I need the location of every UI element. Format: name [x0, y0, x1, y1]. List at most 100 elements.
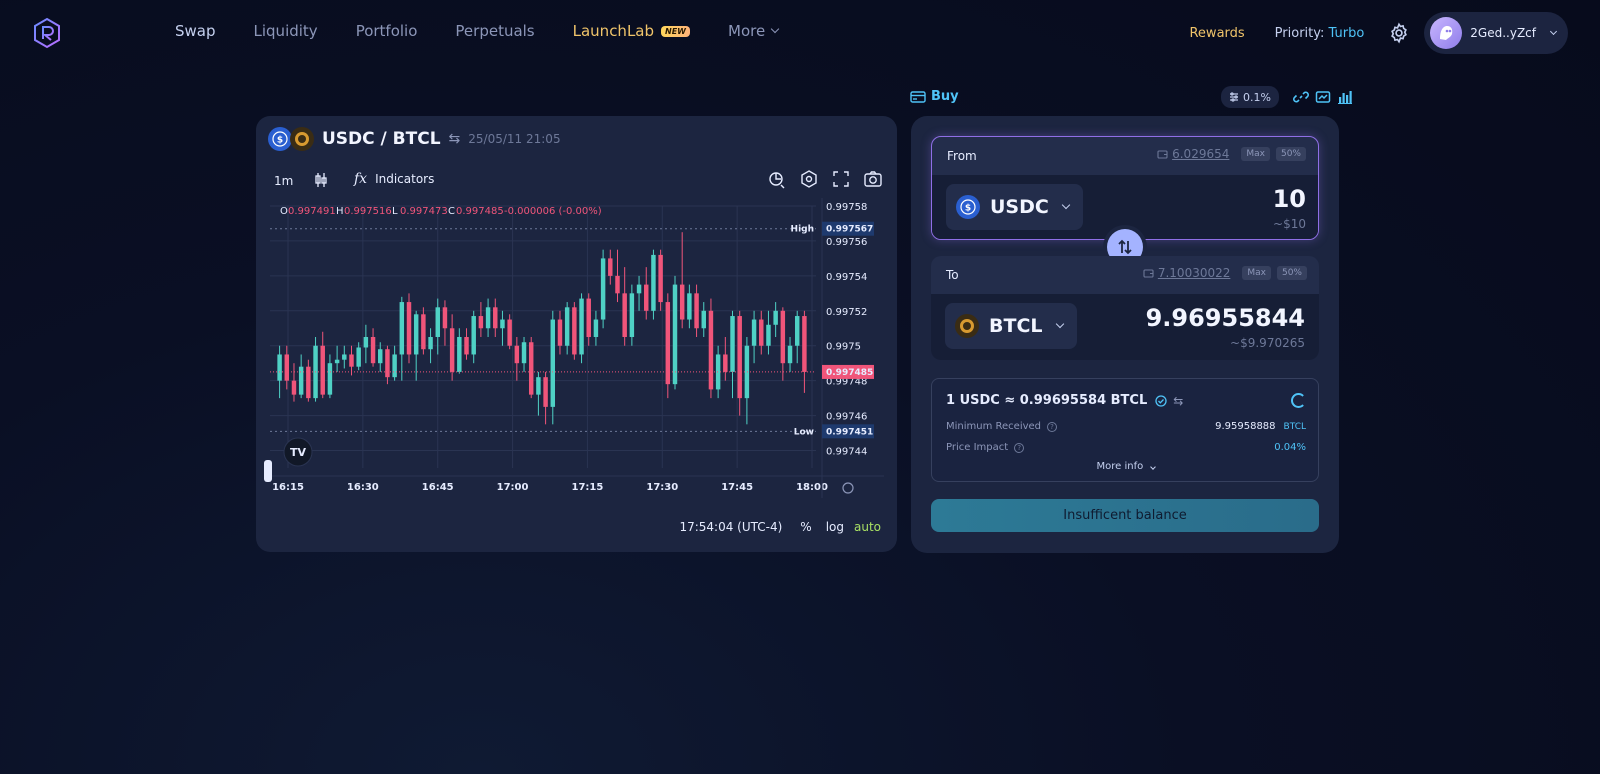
candle-body	[723, 354, 728, 372]
help-icon[interactable]: ?	[1014, 442, 1025, 453]
bar-chart-icon[interactable]	[1337, 89, 1353, 105]
candle-body	[737, 316, 742, 399]
to-amount-output[interactable]: 9.96955844	[1145, 304, 1305, 332]
chevron-down-icon	[770, 24, 780, 34]
chart-toolbar: 1m fx Indicators	[256, 168, 897, 196]
candle-body	[449, 328, 455, 372]
to-balance: 7.10030022 Max 50%	[1143, 266, 1307, 280]
slippage-button[interactable]: 0.1%	[1221, 86, 1279, 108]
link-icon[interactable]	[1292, 89, 1309, 105]
swap-direction-icon[interactable]: ⇆	[448, 131, 461, 147]
priority-button[interactable]: Priority: Turbo	[1275, 26, 1365, 41]
chevron-down-icon	[1061, 200, 1071, 210]
price-impact-value: 0.04%	[1274, 442, 1306, 453]
usdc-token-icon: $	[956, 195, 980, 219]
ohlc-key: C	[448, 206, 455, 217]
wallet-button[interactable]: 2Ged..yZcf	[1424, 12, 1568, 54]
fullscreen-icon[interactable]	[831, 169, 851, 189]
ohlc-value: 0.997485	[456, 206, 504, 217]
candle-body	[349, 354, 354, 367]
timeframe-button[interactable]: 1m	[274, 174, 294, 188]
ohlc-value: 0.997491	[288, 206, 336, 217]
x-tick-label: 17:45	[721, 482, 753, 493]
invert-rate-icon[interactable]: ⇆	[1173, 393, 1184, 408]
insufficient-balance-button[interactable]: Insufficent balance	[931, 499, 1319, 532]
to-token-select[interactable]: BTCL	[945, 303, 1077, 349]
more-info-toggle[interactable]: More info	[932, 461, 1320, 472]
to-input-row: BTCL 9.96955844 ~$9.970265	[931, 294, 1319, 360]
rewards-link[interactable]: Rewards	[1189, 25, 1245, 41]
gear-icon[interactable]	[1388, 22, 1410, 44]
to-amount-usd: ~$9.970265	[1230, 336, 1305, 350]
to-max-button[interactable]: Max	[1242, 266, 1271, 280]
tv-chart-toggle-icon[interactable]	[1315, 89, 1331, 105]
verified-check-icon	[1155, 394, 1167, 407]
y-tick-label: 0.99748	[826, 377, 867, 388]
y-tick-label: 0.99754	[826, 272, 867, 283]
candle-body	[507, 319, 512, 346]
candle-body	[759, 319, 764, 346]
min-received-unit: BTCL	[1283, 421, 1306, 432]
chevron-down-icon	[1055, 319, 1064, 329]
ohlc-key: H	[336, 206, 344, 217]
to-balance-value[interactable]: 7.10030022	[1157, 266, 1231, 280]
settings-hexagon-icon[interactable]	[799, 169, 819, 189]
candle-body	[773, 310, 778, 325]
from-box: From 6.029654 Max 50% $ USDC 10 ~$10	[931, 136, 1319, 240]
last-price-value: 0.997485	[826, 368, 873, 378]
nav-perpetuals[interactable]: Perpetuals	[455, 22, 534, 40]
candle-body	[500, 319, 505, 329]
raydium-logo-icon[interactable]	[32, 17, 62, 49]
buy-label: Buy	[931, 89, 959, 104]
candle-body	[478, 316, 484, 329]
from-amount-input[interactable]: 10	[1272, 185, 1306, 213]
svg-text:$: $	[965, 204, 971, 214]
magnet-icon[interactable]	[767, 169, 787, 189]
y-tick-label: 0.99756	[826, 237, 867, 248]
candle-body	[701, 310, 706, 329]
percent-scale-button[interactable]: %	[800, 520, 812, 534]
candle-body	[485, 307, 491, 329]
from-token-select[interactable]: $ USDC	[946, 184, 1083, 230]
y-tick-label: 0.9975	[826, 342, 861, 353]
from-half-button[interactable]: 50%	[1275, 147, 1306, 161]
x-tick-label: 16:15	[272, 482, 304, 493]
candle-body	[694, 293, 699, 329]
help-icon[interactable]: ?	[1047, 421, 1058, 432]
candle-body	[471, 316, 476, 355]
price-impact-label: Price Impact	[946, 442, 1009, 453]
candle-body	[392, 354, 397, 378]
candle-body	[629, 293, 635, 337]
nav-liquidity[interactable]: Liquidity	[254, 22, 318, 40]
nav-swap[interactable]: Swap	[175, 22, 216, 40]
candle-body	[291, 380, 297, 395]
ohlc-key: L	[392, 206, 398, 217]
to-half-button[interactable]: 50%	[1276, 266, 1307, 280]
indicators-button[interactable]: fx Indicators	[354, 171, 434, 187]
candle-body	[644, 284, 649, 311]
nav-more[interactable]: More	[728, 22, 780, 40]
candle-type-icon[interactable]	[314, 172, 328, 188]
btcl-token-icon	[955, 314, 979, 338]
refresh-spinner-icon[interactable]	[1291, 393, 1306, 408]
candle-body	[672, 284, 678, 385]
buy-link[interactable]: Buy	[910, 89, 959, 104]
ohlc-value: 0.997473	[400, 206, 448, 217]
candle-body	[636, 284, 642, 294]
priority-label: Priority:	[1274, 25, 1325, 41]
auto-scale-button[interactable]: auto	[853, 520, 881, 534]
y-tick-label: 0.99744	[826, 447, 867, 458]
price-chart[interactable]: 0.99758 0.99756 0.99754 0.99752 0.9975 0.9974…	[256, 198, 897, 498]
candle-body	[399, 302, 405, 355]
candle-body	[327, 363, 333, 395]
camera-icon[interactable]	[863, 169, 883, 189]
from-balance-value[interactable]: 6.029654	[1172, 147, 1230, 161]
candle-body	[615, 275, 620, 294]
card-icon	[910, 90, 926, 103]
nav-launchlab[interactable]: LaunchLab NEW	[573, 22, 690, 40]
candle-body	[715, 354, 721, 390]
log-scale-button[interactable]: log	[825, 520, 844, 534]
axis-settings-icon	[842, 482, 854, 494]
nav-portfolio[interactable]: Portfolio	[356, 22, 418, 40]
from-max-button[interactable]: Max	[1241, 147, 1270, 161]
